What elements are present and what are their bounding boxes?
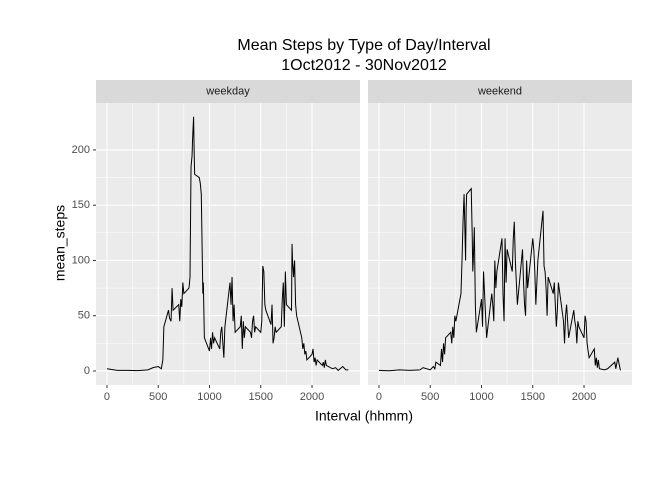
strip-label: weekday	[205, 85, 250, 97]
panel	[96, 103, 360, 385]
chart-title: Mean Steps by Type of Day/Interval	[237, 37, 490, 54]
strip-label: weekend	[477, 85, 522, 97]
y-tick-label: 50	[78, 310, 90, 322]
line	[378, 187, 621, 372]
y-tick-label: 0	[84, 365, 90, 377]
x-axis-label: Interval (hhmm)	[315, 408, 413, 424]
x-tick-label: 1500	[521, 391, 545, 403]
chart-subtitle: 1Oct2012 - 30Nov2012	[281, 57, 447, 74]
x-tick-label: 0	[376, 391, 382, 403]
x-tick-label: 1000	[197, 391, 221, 403]
x-tick-label: 1500	[249, 391, 273, 403]
x-tick-label: 500	[421, 391, 439, 403]
line	[106, 116, 349, 372]
strip	[96, 80, 360, 103]
x-tick-label: 1000	[469, 391, 493, 403]
x-tick-label: 2000	[572, 391, 596, 403]
panel	[368, 103, 632, 385]
y-tick-label: 150	[72, 199, 90, 211]
y-tick-label: 200	[72, 144, 90, 156]
x-tick-label: 2000	[300, 391, 324, 403]
strip	[368, 80, 632, 103]
x-tick-label: 500	[149, 391, 167, 403]
y-axis-label: mean_steps	[52, 205, 68, 281]
x-tick-label: 0	[104, 391, 110, 403]
y-tick-label: 100	[72, 254, 90, 266]
